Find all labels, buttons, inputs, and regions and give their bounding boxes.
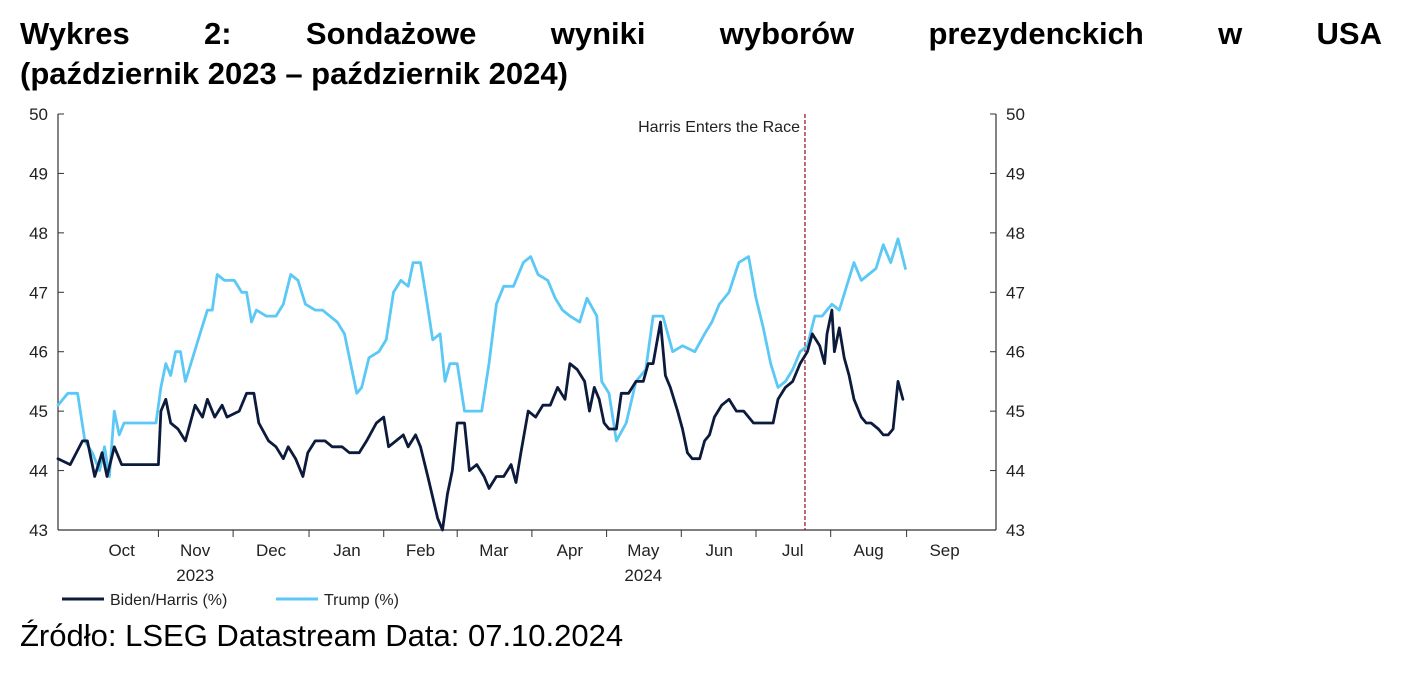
x-tick-label: Oct	[108, 541, 135, 560]
legend-label: Trump (%)	[324, 592, 399, 609]
source-note: Źródło: LSEG Datastream Data: 07.10.2024	[20, 618, 624, 653]
y-tick-label-right: 48	[1006, 224, 1025, 243]
chart-title: Wykres 2: Sondażowe wyniki wyborów prezy…	[20, 14, 1382, 94]
legend-label: Biden/Harris (%)	[110, 592, 227, 609]
x-year-label: 2023	[176, 566, 214, 585]
chart-title-line2: (październik 2023 – październik 2024)	[20, 56, 568, 91]
trump-line	[56, 237, 907, 478]
y-tick-label-left: 46	[29, 343, 48, 362]
y-tick-label-left: 50	[29, 105, 48, 124]
x-tick-label: Sep	[929, 541, 959, 560]
x-tick-label: Mar	[479, 541, 509, 560]
y-tick-label-right: 43	[1006, 521, 1025, 540]
y-tick-label-right: 46	[1006, 343, 1025, 362]
biden-harris-line	[56, 308, 905, 532]
x-tick-label: Dec	[256, 541, 287, 560]
x-tick-label: Jan	[333, 541, 360, 560]
y-tick-label-right: 45	[1006, 402, 1025, 421]
y-tick-label-left: 44	[29, 462, 48, 481]
y-tick-label-right: 44	[1006, 462, 1025, 481]
y-tick-label-right: 50	[1006, 105, 1025, 124]
harris-entry-annotation: Harris Enters the Race	[638, 119, 800, 136]
y-tick-label-right: 47	[1006, 283, 1025, 302]
x-tick-label: May	[627, 541, 660, 560]
x-year-label: 2024	[624, 566, 662, 585]
x-tick-label: Apr	[557, 541, 584, 560]
x-tick-label: Aug	[854, 541, 884, 560]
x-tick-label: Jun	[706, 541, 733, 560]
y-tick-label-left: 49	[29, 164, 48, 183]
y-tick-label-left: 45	[29, 402, 48, 421]
y-tick-label-left: 47	[29, 283, 48, 302]
y-tick-label-left: 43	[29, 521, 48, 540]
x-tick-label: Jul	[782, 541, 804, 560]
x-tick-label: Nov	[180, 541, 211, 560]
y-tick-label-right: 49	[1006, 164, 1025, 183]
chart-title-line1: Wykres 2: Sondażowe wyniki wyborów prezy…	[20, 16, 1382, 51]
x-tick-label: Feb	[406, 541, 435, 560]
y-tick-label-left: 48	[29, 224, 48, 243]
